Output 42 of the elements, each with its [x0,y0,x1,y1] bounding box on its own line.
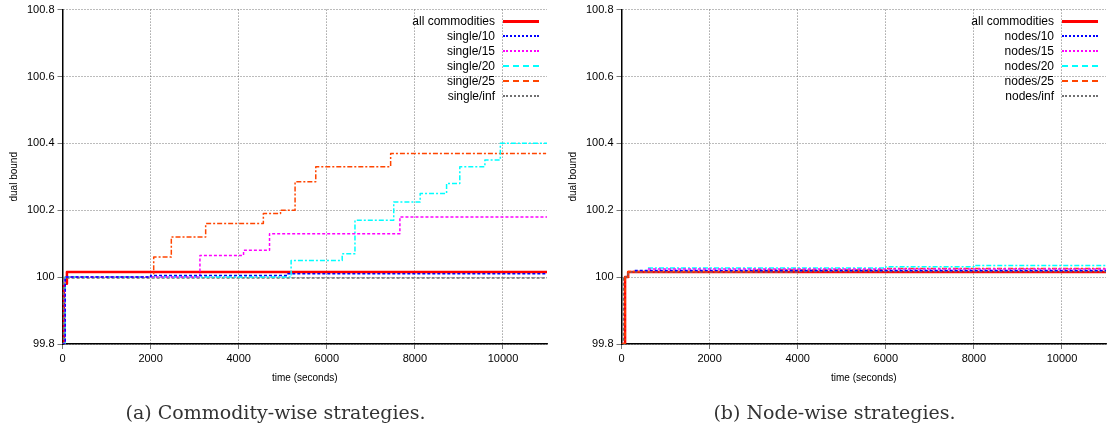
y-tick-label: 99.8 [592,337,614,350]
legend-label: nodes/inf [1005,88,1054,104]
y-tick-label: 100 [595,270,614,283]
text: (a) Commodity-wise strategies. [125,400,426,423]
x-tick-label: 10000 [487,351,519,364]
legend-label: nodes/10 [1004,28,1054,44]
y-tick-label: 100.2 [586,203,614,216]
legend-label: all commodities [412,13,495,29]
y-tick-label: 99.8 [33,337,55,350]
y-tick-label: 100.6 [586,69,614,82]
x-tick-label: 10000 [1046,351,1078,364]
y-tick-label: 100.2 [27,203,55,216]
x-tick-label: 8000 [402,351,428,364]
x-tick-label: 0 [59,351,66,364]
x-tick-label: 4000 [226,351,251,364]
x-tick-label: 0 [618,351,625,364]
legend-label: nodes/20 [1004,58,1054,74]
legend-label: single/15 [446,43,495,59]
y-tick-label: 100.4 [586,136,614,149]
x-tick-label: 2000 [138,351,163,364]
x-tick-label: 8000 [961,351,987,364]
x-tick-label: 6000 [873,351,899,364]
y-axis-title: dual bound [566,152,578,202]
text: (b) Node-wise strategies. [713,400,956,423]
x-tick-label: 4000 [785,351,810,364]
x-tick-label: 2000 [697,351,722,364]
y-tick-label: 100.4 [27,136,55,149]
y-axis-title: dual bound [7,152,19,202]
legend-label: single/inf [447,88,495,104]
y-tick-label: 100.6 [27,69,55,82]
y-tick-label: 100.8 [27,2,55,15]
legend-label: single/25 [446,73,495,89]
legend-label: nodes/15 [1004,43,1054,59]
legend-label: single/20 [446,58,495,74]
x-axis-title: time (seconds) [830,371,897,383]
legend-label: nodes/25 [1004,73,1054,89]
x-axis-title: time (seconds) [271,371,338,383]
y-tick-label: 100.8 [586,2,614,15]
legend-label: single/10 [446,28,495,44]
x-tick-label: 6000 [314,351,340,364]
y-tick-label: 100 [36,270,55,283]
legend-label: all commodities [971,13,1054,29]
